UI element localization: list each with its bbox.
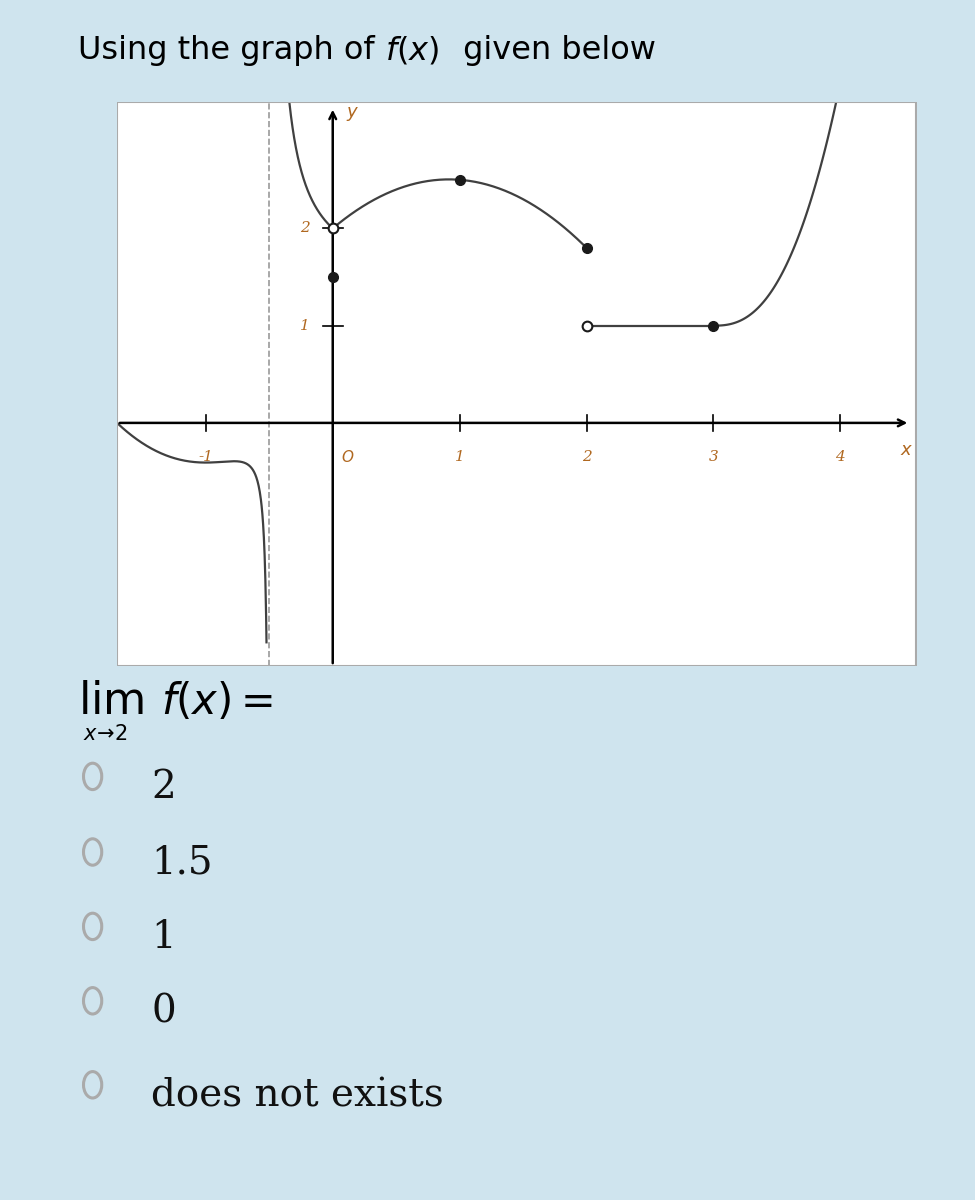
Text: Using the graph of: Using the graph of	[78, 35, 385, 66]
Text: $x\!\rightarrow\!2$: $x\!\rightarrow\!2$	[83, 725, 128, 744]
Text: 2: 2	[151, 769, 176, 806]
Text: 2: 2	[582, 450, 592, 464]
Text: $f(x)$: $f(x)$	[385, 35, 440, 66]
Text: $x$: $x$	[900, 442, 913, 460]
Text: does not exists: does not exists	[151, 1078, 444, 1115]
Text: $\lim$: $\lim$	[78, 680, 144, 722]
Text: 3: 3	[709, 450, 719, 464]
Text: $f(x) =$: $f(x) =$	[161, 680, 273, 722]
Text: $O$: $O$	[341, 449, 355, 464]
Text: -1: -1	[198, 450, 214, 464]
Text: 1: 1	[151, 919, 176, 956]
Text: $y$: $y$	[346, 104, 360, 122]
Text: 1: 1	[454, 450, 464, 464]
Text: 1: 1	[300, 319, 310, 332]
Text: 2: 2	[300, 222, 310, 235]
Text: 0: 0	[151, 994, 176, 1031]
Text: given below: given below	[453, 35, 656, 66]
Text: 4: 4	[836, 450, 845, 464]
Text: 1.5: 1.5	[151, 845, 213, 882]
